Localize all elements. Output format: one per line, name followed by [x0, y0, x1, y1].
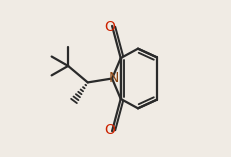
Text: N: N: [108, 71, 118, 85]
Text: O: O: [103, 122, 114, 137]
Text: O: O: [103, 20, 114, 35]
